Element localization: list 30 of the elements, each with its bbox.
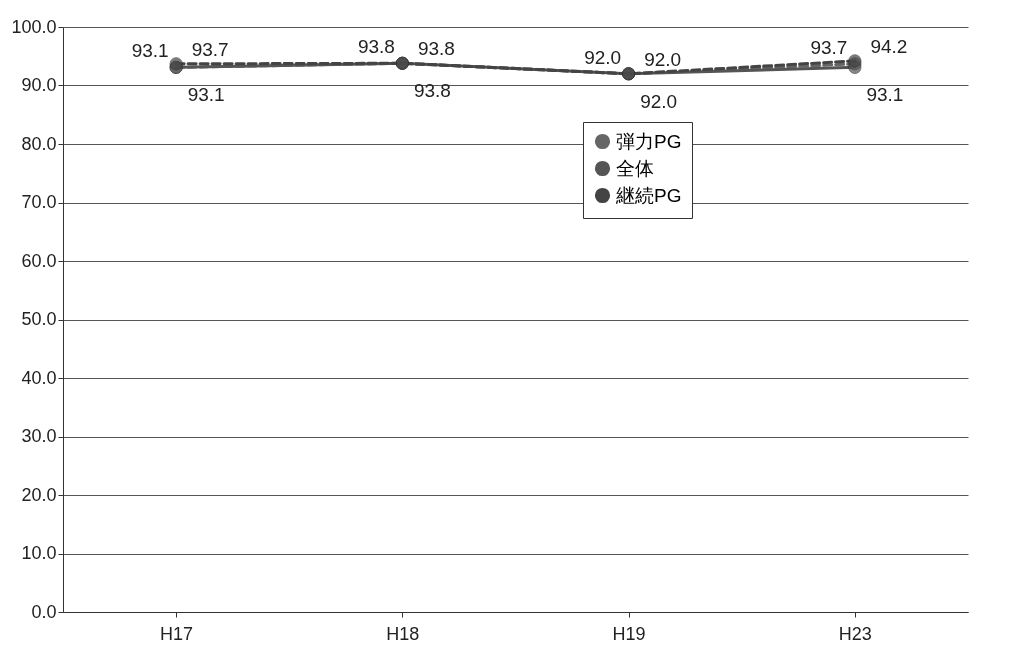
legend-label: 全体 xyxy=(616,157,654,179)
data-label: 93.7 xyxy=(810,36,848,58)
y-tick-label: 50.0 xyxy=(21,309,57,329)
x-tick-label: H18 xyxy=(386,623,420,644)
y-tick-label: 30.0 xyxy=(21,426,57,446)
y-tick-label: 40.0 xyxy=(21,367,57,388)
data-label: 93.1 xyxy=(187,84,225,106)
legend-label: 弾力PG xyxy=(616,130,682,152)
y-tick-label: 90.0 xyxy=(21,75,57,95)
data-label: 93.8 xyxy=(413,80,451,102)
y-tick-label: 10.0 xyxy=(21,543,57,563)
x-tick-label: H17 xyxy=(160,623,194,644)
data-label: 92.0 xyxy=(644,48,682,70)
y-tick-label: 100.0 xyxy=(11,16,57,37)
data-label: 93.8 xyxy=(417,38,455,60)
data-label: 93.1 xyxy=(866,84,904,106)
x-tick-label: H19 xyxy=(612,623,646,644)
y-tick-label: 0.0 xyxy=(31,601,57,622)
y-tick-label: 20.0 xyxy=(21,484,57,505)
y-tick-label: 70.0 xyxy=(21,192,57,212)
data-label: 94.2 xyxy=(870,35,908,57)
y-tick-label: 80.0 xyxy=(21,133,57,154)
data-label: 92.0 xyxy=(584,46,622,68)
data-label: 93.1 xyxy=(131,40,169,62)
legend-label: 継続PG xyxy=(615,184,682,206)
y-tick-label: 60.0 xyxy=(21,250,57,271)
data-label: 93.8 xyxy=(357,36,395,58)
data-label: 93.7 xyxy=(191,38,229,60)
x-tick-label: H23 xyxy=(838,623,872,644)
data-label: 92.0 xyxy=(640,90,678,112)
